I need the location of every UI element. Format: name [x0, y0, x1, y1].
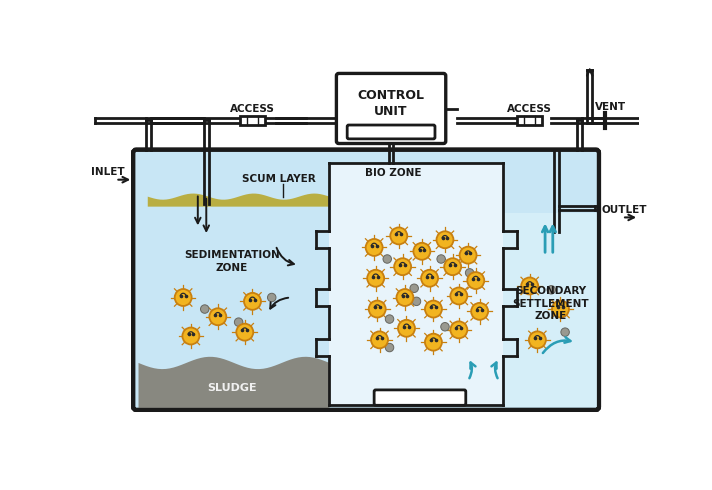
Circle shape	[397, 289, 414, 306]
Circle shape	[394, 258, 411, 275]
FancyBboxPatch shape	[374, 390, 466, 405]
Circle shape	[390, 227, 407, 245]
Circle shape	[521, 277, 538, 294]
Text: SECONDARY
SETTLEMENT
ZONE: SECONDARY SETTLEMENT ZONE	[512, 286, 589, 321]
Circle shape	[414, 243, 430, 260]
Circle shape	[437, 255, 446, 263]
Text: CONTROL
UNIT: CONTROL UNIT	[357, 89, 424, 118]
Circle shape	[425, 334, 442, 351]
Circle shape	[182, 327, 199, 344]
Circle shape	[244, 293, 261, 310]
Circle shape	[398, 320, 415, 337]
Circle shape	[234, 318, 243, 326]
Circle shape	[444, 258, 461, 275]
Circle shape	[467, 272, 484, 289]
Circle shape	[436, 231, 454, 248]
Text: SEDIMENTATION
ZONE: SEDIMENTATION ZONE	[184, 250, 280, 272]
Bar	[330, 163, 503, 405]
Text: OUTLET: OUTLET	[602, 205, 646, 215]
FancyBboxPatch shape	[347, 125, 435, 139]
Circle shape	[371, 331, 388, 348]
Circle shape	[201, 305, 209, 313]
Circle shape	[547, 286, 555, 294]
Circle shape	[385, 343, 394, 352]
Polygon shape	[139, 357, 330, 408]
Circle shape	[451, 321, 467, 338]
Circle shape	[425, 300, 442, 318]
Text: INLET: INLET	[90, 167, 125, 177]
Text: SCUM LAYER: SCUM LAYER	[243, 173, 316, 184]
Circle shape	[460, 246, 476, 264]
Circle shape	[369, 300, 386, 318]
Circle shape	[385, 315, 394, 323]
FancyBboxPatch shape	[133, 149, 599, 410]
Circle shape	[561, 328, 570, 337]
FancyBboxPatch shape	[336, 74, 446, 144]
Text: SLUDGE: SLUDGE	[207, 383, 256, 393]
Circle shape	[366, 239, 382, 256]
Text: BIO ZONE: BIO ZONE	[365, 168, 422, 178]
Circle shape	[383, 255, 392, 263]
Circle shape	[367, 270, 384, 287]
Circle shape	[174, 289, 192, 306]
Circle shape	[552, 300, 569, 318]
Polygon shape	[148, 194, 330, 207]
Bar	[503, 213, 597, 407]
Circle shape	[236, 324, 253, 341]
Bar	[240, 116, 265, 125]
Circle shape	[529, 331, 546, 348]
Circle shape	[451, 288, 467, 304]
Bar	[518, 116, 542, 125]
Circle shape	[466, 269, 474, 277]
Text: ACCESS: ACCESS	[230, 104, 275, 114]
Circle shape	[441, 322, 449, 331]
Circle shape	[471, 303, 488, 320]
Circle shape	[421, 270, 438, 287]
Text: VENT: VENT	[595, 101, 627, 112]
Circle shape	[209, 308, 226, 325]
Circle shape	[410, 284, 419, 293]
Circle shape	[268, 293, 276, 302]
Text: ACCESS: ACCESS	[507, 104, 552, 114]
Circle shape	[412, 297, 421, 306]
